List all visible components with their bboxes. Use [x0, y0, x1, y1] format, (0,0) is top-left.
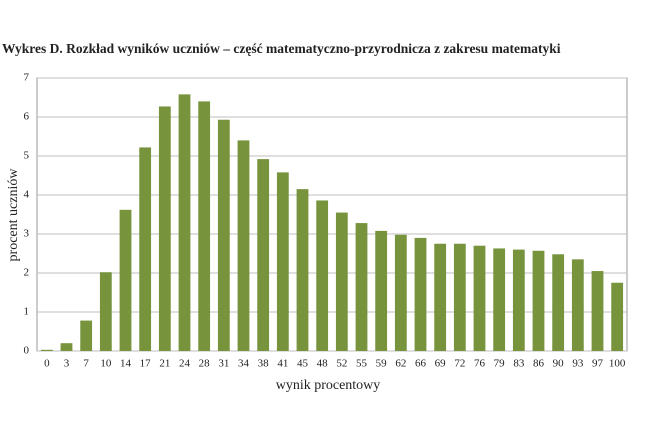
bar — [80, 320, 93, 351]
bar — [552, 254, 565, 351]
y-tick-label: 3 — [24, 228, 30, 240]
bar — [571, 259, 584, 351]
bar — [493, 248, 506, 351]
x-tick-label: 41 — [277, 358, 288, 370]
bar — [316, 200, 329, 351]
bar — [119, 209, 132, 351]
y-tick-label: 2 — [24, 267, 30, 279]
bar — [217, 119, 230, 351]
bar — [178, 94, 191, 351]
bar — [473, 245, 486, 351]
x-tick-label: 14 — [120, 358, 132, 370]
x-tick-label: 52 — [336, 358, 347, 370]
y-tick-label: 1 — [24, 306, 30, 318]
x-tick-label: 93 — [572, 358, 584, 370]
bar — [237, 140, 250, 351]
y-tick-label: 6 — [24, 111, 30, 123]
x-tick-label: 38 — [258, 358, 270, 370]
x-tick-label: 66 — [415, 358, 427, 370]
x-tick-label: 7 — [83, 358, 89, 370]
y-tick-label: 0 — [24, 345, 30, 357]
bar — [532, 250, 545, 351]
x-tick-label: 72 — [454, 358, 465, 370]
bar — [355, 223, 368, 351]
y-axis-label: procent uczniów — [6, 168, 21, 262]
y-tick-label: 7 — [24, 72, 30, 84]
x-tick-label: 48 — [317, 358, 329, 370]
x-tick-label: 59 — [376, 358, 388, 370]
x-tick-label: 21 — [159, 358, 170, 370]
x-tick-label: 79 — [494, 358, 506, 370]
y-tick-label: 5 — [24, 150, 30, 162]
x-tick-label: 0 — [44, 358, 50, 370]
bar — [60, 343, 73, 351]
bar — [99, 272, 112, 351]
x-axis-label: wynik procentowy — [276, 378, 381, 393]
bar — [40, 349, 53, 351]
bar — [257, 159, 270, 351]
bar — [453, 243, 466, 351]
x-tick-label: 76 — [474, 358, 486, 370]
x-tick-label: 83 — [513, 358, 525, 370]
x-tick-label: 86 — [533, 358, 545, 370]
bar — [139, 147, 152, 351]
chart-title: Wykres D. Rozkład wyników uczniów – częś… — [2, 41, 561, 56]
x-tick-label: 55 — [356, 358, 368, 370]
bar — [591, 271, 604, 351]
bar — [375, 230, 388, 351]
x-tick-label: 3 — [64, 358, 70, 370]
x-tick-label: 97 — [592, 358, 604, 370]
bar — [158, 106, 171, 351]
x-tick-label: 24 — [179, 358, 191, 370]
bar — [512, 249, 525, 351]
bar — [198, 101, 211, 352]
x-tick-label: 45 — [297, 358, 309, 370]
bar — [296, 189, 309, 351]
bar — [611, 282, 624, 351]
x-tick-label: 90 — [553, 358, 565, 370]
x-tick-label: 10 — [100, 358, 112, 370]
bar — [434, 243, 447, 351]
bar — [335, 212, 348, 351]
x-tick-label: 28 — [199, 358, 211, 370]
y-tick-label: 4 — [24, 189, 30, 201]
x-tick-label: 62 — [395, 358, 406, 370]
bar — [276, 172, 289, 351]
bar — [394, 234, 407, 351]
x-tick-label: 17 — [140, 358, 152, 370]
x-tick-label: 31 — [218, 358, 229, 370]
x-tick-label: 34 — [238, 358, 250, 370]
x-tick-label: 69 — [435, 358, 447, 370]
x-tick-label: 100 — [609, 358, 626, 370]
bar — [414, 237, 427, 351]
